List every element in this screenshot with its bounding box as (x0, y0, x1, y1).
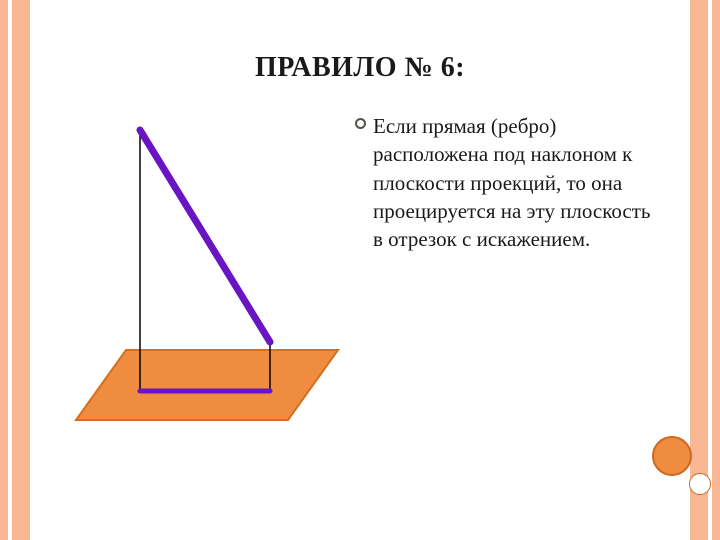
oblique-edge (140, 130, 270, 342)
rule-body-text: Если прямая (ребро) расположена под накл… (373, 112, 665, 254)
body-block: Если прямая (ребро) расположена под накл… (355, 112, 665, 254)
decor-circle-small (689, 473, 711, 495)
decor-circle-large (652, 436, 692, 476)
projection-plane (76, 350, 338, 420)
projection-diagram (68, 110, 378, 450)
rule-title: ПРАВИЛО № 6: (0, 52, 720, 84)
